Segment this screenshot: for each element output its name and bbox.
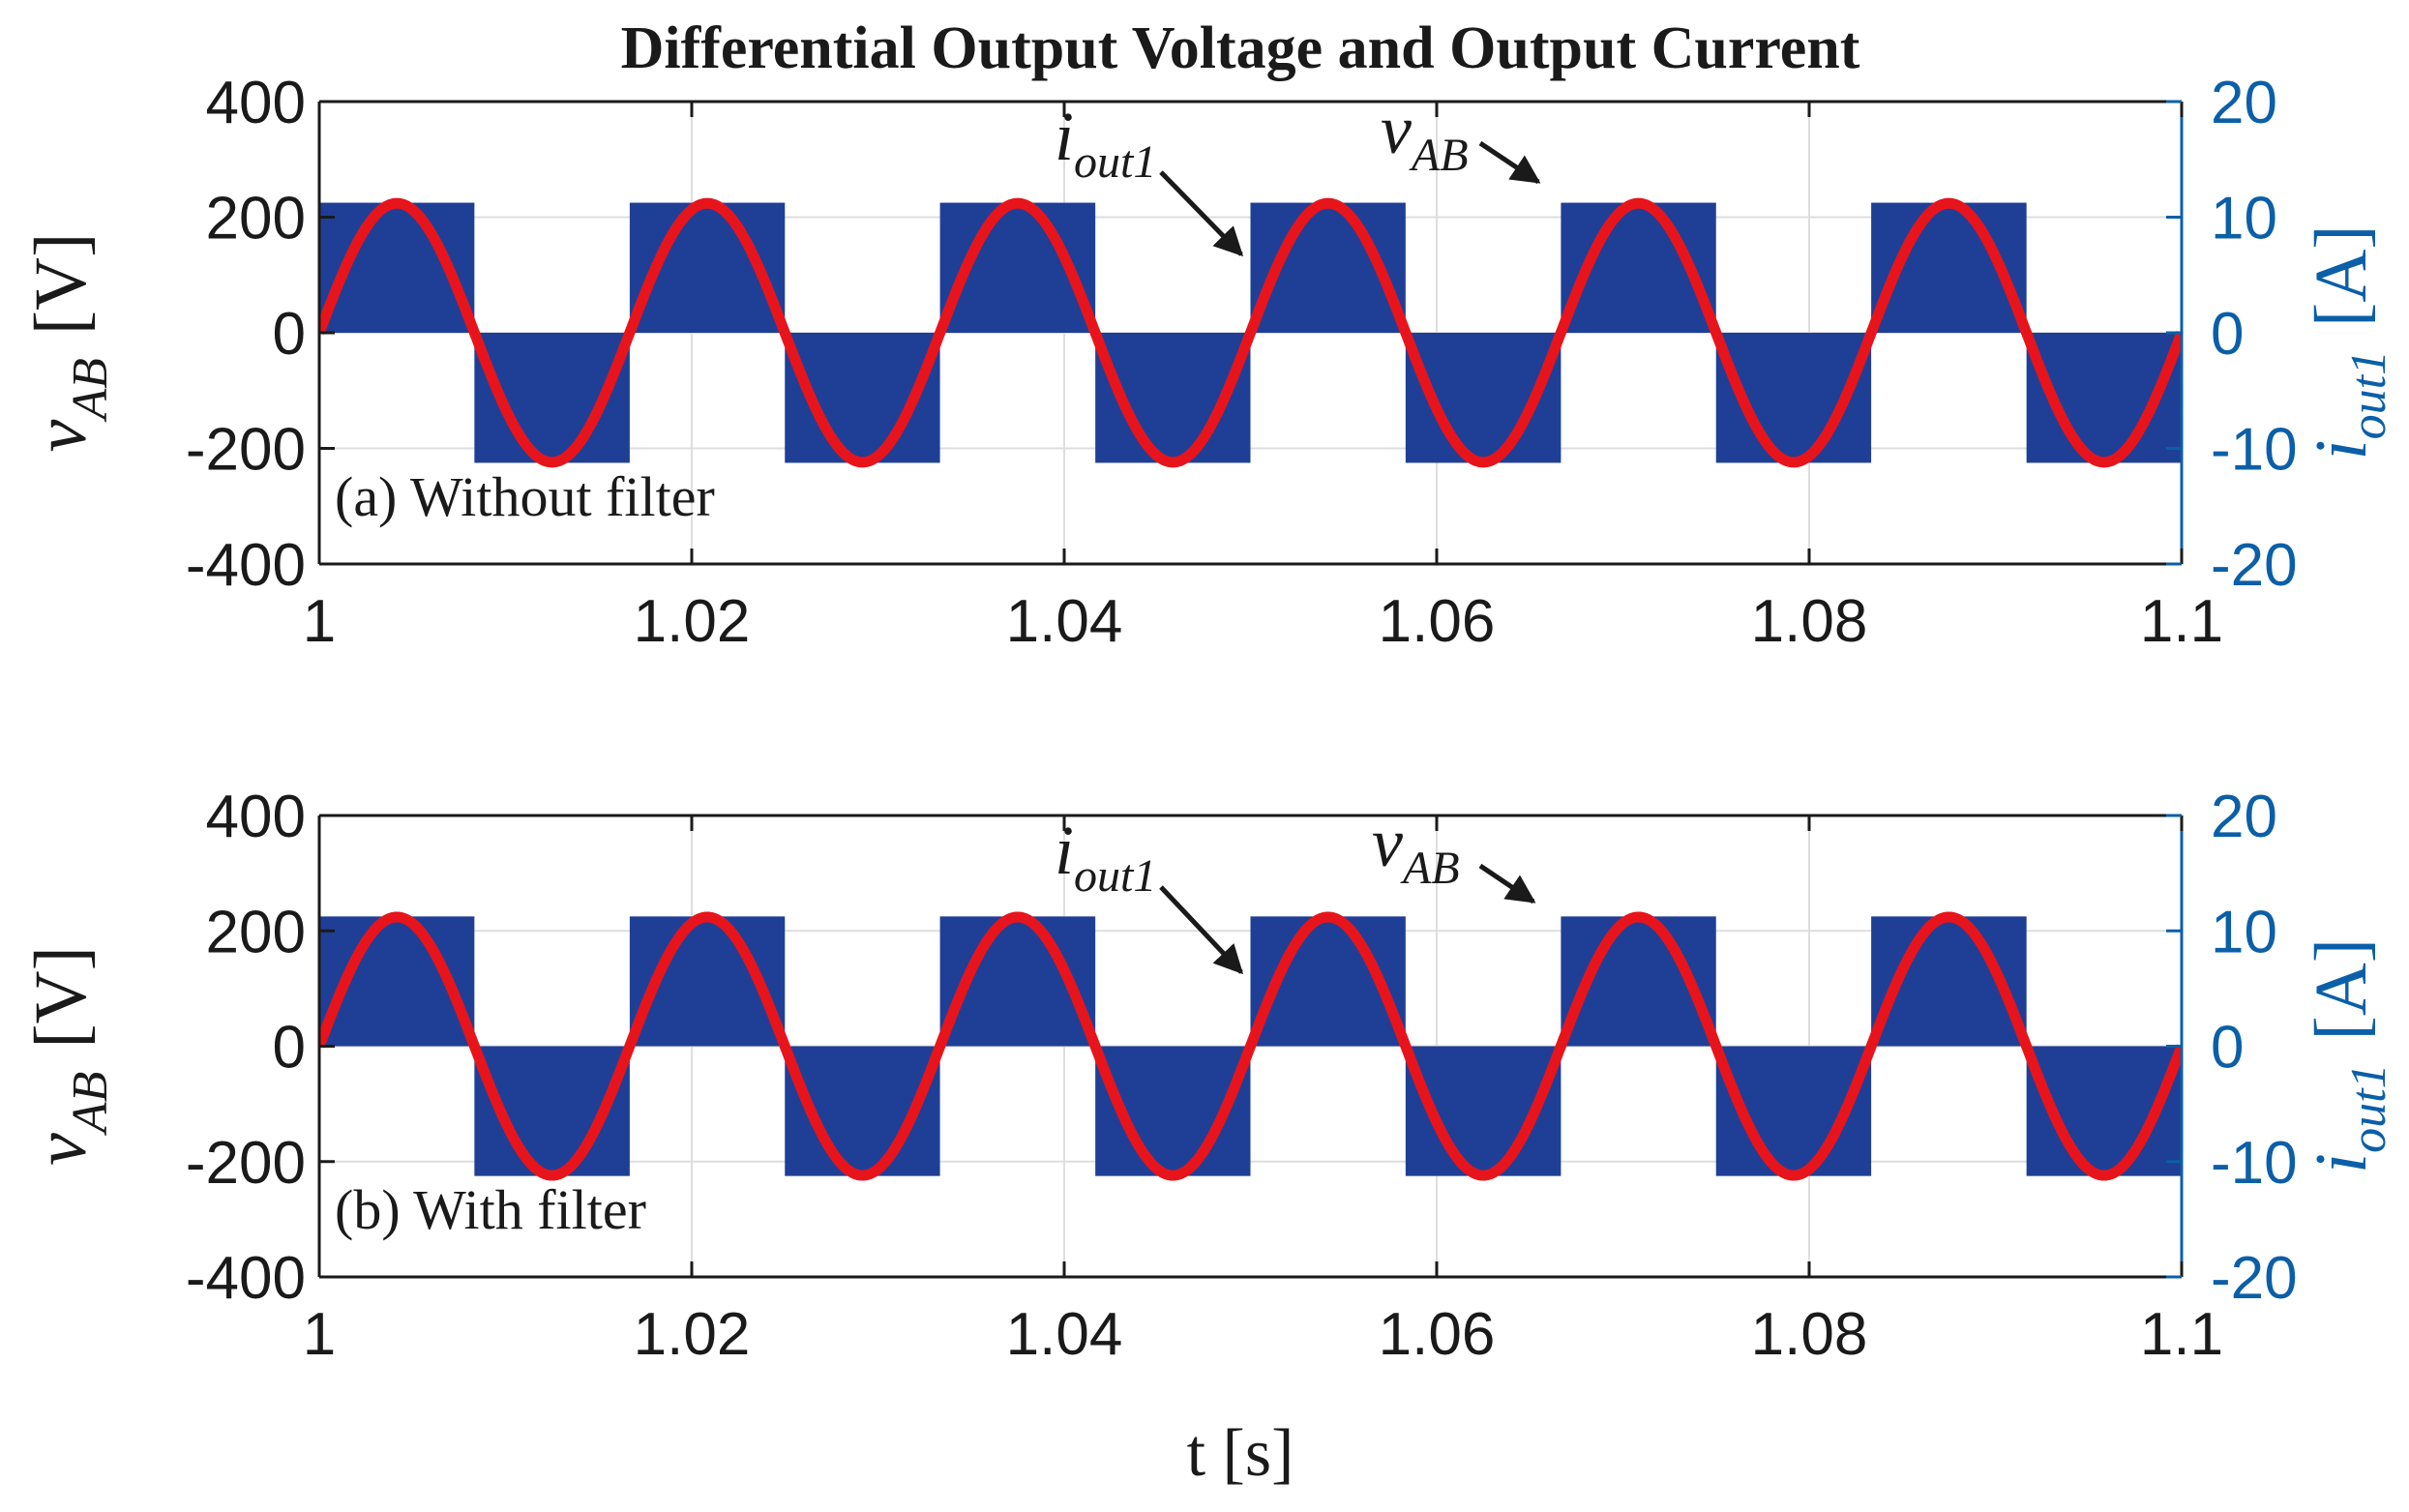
annotation-symbol: v <box>1372 804 1403 881</box>
x-axis-label: t [s] <box>1187 1416 1294 1491</box>
y-tick-label-left: -200 <box>186 1130 306 1197</box>
y-axis-label-right-symbol: i <box>2301 1153 2382 1173</box>
y-axis-label-left: vAB [V] <box>20 233 118 453</box>
y-tick-label-right: 20 <box>2211 784 2277 850</box>
y-axis-label-left-symbol: v <box>20 1133 102 1166</box>
panels: 1 1.02 1.04 1.06 1.08 1.14002000-200-40020100… <box>20 70 2396 1368</box>
y-tick-label-right: 20 <box>2211 70 2277 136</box>
annotation-symbol: v <box>1381 91 1412 168</box>
annotation-subscript: out1 <box>1074 850 1156 902</box>
y-axis-label-left-unit: [V] <box>20 946 102 1049</box>
annotation-subscript: out1 <box>1074 136 1156 188</box>
annotation-symbol: i <box>1055 812 1074 889</box>
y-axis-label-left-subscript: AB <box>63 358 118 423</box>
x-tick-label: 1 <box>303 588 336 655</box>
y-axis-label-left-unit: [V] <box>20 233 102 336</box>
annotation-subscript: AB <box>1409 130 1469 181</box>
chart-panel-a: 1 1.02 1.04 1.06 1.08 1.1 400 200 0 -200 -400 20 10 0… <box>20 70 2396 655</box>
y-tick-label-right: -20 <box>2211 1245 2298 1312</box>
y-tick-label-left: 400 <box>206 70 306 136</box>
x-tick-label: 1.02 <box>634 1301 751 1368</box>
x-tick-label: 1.1 <box>2140 588 2223 655</box>
annotation-i_out1-label: iout1 <box>1055 98 1156 188</box>
x-tick-label: 1.06 <box>1379 1301 1496 1368</box>
y-tick-label-right: 10 <box>2211 899 2277 965</box>
series-iout1-line <box>319 197 2182 468</box>
x-tick-label: 1.04 <box>1006 588 1123 655</box>
y-tick-label-right: 0 <box>2211 301 2244 368</box>
x-tick-label: 1.08 <box>1751 588 1868 655</box>
x-tick-label: 1 <box>303 1301 336 1368</box>
y-axis-label-right-subscript: out1 <box>2341 1063 2396 1152</box>
annotation-arrow <box>1159 885 1244 975</box>
y-axis-label-right-symbol: i <box>2301 439 2382 460</box>
chart-panel-b: 1 1.02 1.04 1.06 1.08 1.1 400 200 0 -200 -400 20 10 0… <box>20 784 2396 1368</box>
series-iout1-line <box>319 911 2182 1181</box>
panel-label: (a) Without filter <box>335 465 715 528</box>
y-axis-label-left-subscript: AB <box>63 1072 118 1137</box>
x-tick-label: 1.06 <box>1379 588 1496 655</box>
figure-title: Differential Output Voltage and Output C… <box>621 15 1860 81</box>
annotation-subscript: AB <box>1400 843 1460 894</box>
y-tick-label-left: 0 <box>273 301 306 368</box>
x-tick-label: 1.08 <box>1751 1301 1868 1368</box>
y-axis-label-right: iout1 [A] <box>2301 224 2396 460</box>
y-axis-label-right-unit: [A] <box>2301 224 2382 327</box>
y-tick-label-left: 400 <box>206 784 306 850</box>
y-axis-label-right-unit: [A] <box>2301 938 2382 1041</box>
panel-label: (b) With filter <box>335 1178 646 1241</box>
annotation-arrow <box>1478 863 1536 904</box>
annotation-symbol: i <box>1055 98 1074 175</box>
y-tick-label-right: -20 <box>2211 532 2298 599</box>
y-tick-label-left: 0 <box>273 1015 306 1082</box>
y-tick-label-left: -200 <box>186 417 306 484</box>
y-axis-label-left-symbol: v <box>20 419 102 452</box>
y-tick-label-right: -10 <box>2211 417 2298 484</box>
annotation-arrow <box>1478 140 1541 185</box>
x-tick-label: 1.1 <box>2140 1301 2223 1368</box>
annotation-v_AB-label: vAB <box>1372 804 1460 894</box>
annotation-arrow <box>1159 170 1244 257</box>
x-tick-label: 1.04 <box>1006 1301 1123 1368</box>
y-tick-label-right: -10 <box>2211 1130 2298 1197</box>
annotation-i_out1-label: iout1 <box>1055 812 1156 902</box>
y-tick-label-left: -400 <box>186 532 306 599</box>
y-axis-label-left: vAB [V] <box>20 946 118 1166</box>
y-tick-label-right: 0 <box>2211 1015 2244 1082</box>
y-tick-label-left: 200 <box>206 186 306 252</box>
y-tick-label-left: 200 <box>206 899 306 965</box>
x-tick-label: 1.02 <box>634 588 751 655</box>
y-tick-label-right: 10 <box>2211 186 2277 252</box>
y-axis-label-right: iout1 [A] <box>2301 938 2396 1173</box>
y-axis-label-right-subscript: out1 <box>2341 350 2396 439</box>
annotation-v_AB-label: vAB <box>1381 91 1469 181</box>
y-tick-label-left: -400 <box>186 1245 306 1312</box>
